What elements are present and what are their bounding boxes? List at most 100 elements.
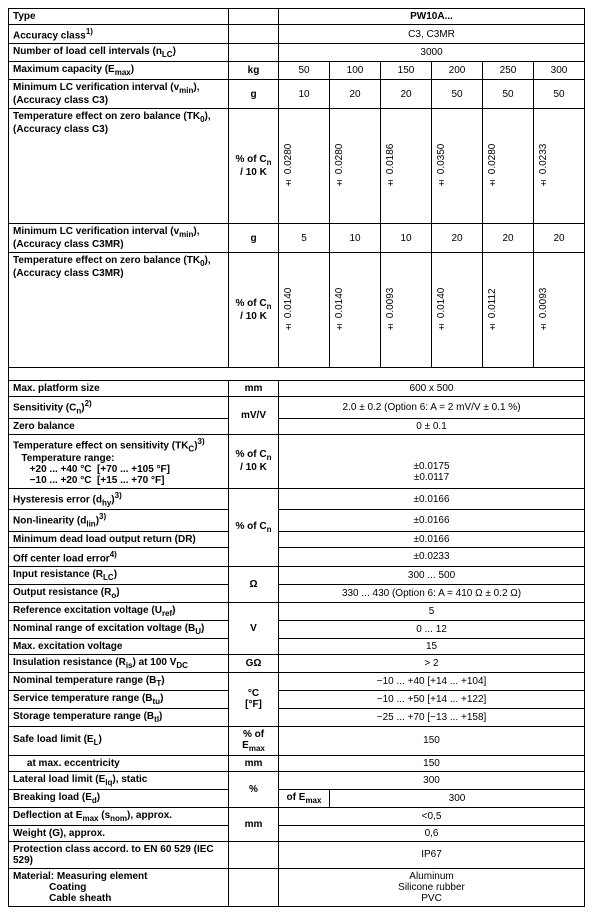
row-13-label: Insulation resistance (Ris) at 100 VDC xyxy=(9,654,229,672)
capacity-val-4: 250 xyxy=(483,62,534,80)
capacity-val-3: 200 xyxy=(432,62,483,80)
row-3-value: ±0.0175±0.0117 xyxy=(279,434,585,488)
capacity-val-2: 150 xyxy=(381,62,432,80)
tk0-c3mr-val-3: ± 0.0140 xyxy=(432,253,483,368)
row-6-value: ±0.0166 xyxy=(279,531,585,547)
row-0-label: Max. platform size xyxy=(9,381,229,397)
row-4-label: Hysteresis error (dhy)3) xyxy=(9,488,229,509)
vmin-c3mr-val-3: 20 xyxy=(432,224,483,253)
row-12-label: Max. excitation voltage xyxy=(9,638,229,654)
row-19-value: 300 xyxy=(279,771,585,789)
row-22-value: 0,6 xyxy=(279,825,585,841)
vmin-c3mr-val-2: 10 xyxy=(381,224,432,253)
tk0-c3mr-val-4: ± 0.0112 xyxy=(483,253,534,368)
row-17-label: Safe load limit (EL) xyxy=(9,726,229,755)
vmin-c3-val-0: 10 xyxy=(279,80,330,109)
vmin-c3mr-val-1: 10 xyxy=(330,224,381,253)
row-14-unit: °C[°F] xyxy=(229,672,279,726)
row-9-value: 330 ... 430 (Option 6: A = 410 Ω ± 0.2 Ω… xyxy=(279,584,585,602)
vmin-c3mr-val-4: 20 xyxy=(483,224,534,253)
row-24-label: Material: Measuring element Coating Cabl… xyxy=(9,868,229,906)
tk0-c3-val-4: ± 0.0280 xyxy=(483,109,534,224)
row-12-value: 15 xyxy=(279,638,585,654)
row-1-unit: mV/V xyxy=(229,397,279,434)
row-23-value: IP67 xyxy=(279,841,585,868)
row-4-unit: % of Cn xyxy=(229,488,279,566)
row-20-value: 300 xyxy=(330,789,585,807)
capacity-val-5: 300 xyxy=(534,62,585,80)
vmin-c3mr-val-5: 20 xyxy=(534,224,585,253)
row-22-label: Weight (G), approx. xyxy=(9,825,229,841)
vmin-c3-val-2: 20 xyxy=(381,80,432,109)
row-21-value: <0,5 xyxy=(279,807,585,825)
row-0-unit: mm xyxy=(229,381,279,397)
capacity-val-0: 50 xyxy=(279,62,330,80)
row-5-label: Non-linearity (dlin)3) xyxy=(9,510,229,531)
row-20-unit: of Emax xyxy=(279,789,330,807)
row-18-unit: mm xyxy=(229,755,279,771)
vmin-c3-val-3: 50 xyxy=(432,80,483,109)
row-18-value: 150 xyxy=(279,755,585,771)
tk0-c3mr-val-5: ± 0.0093 xyxy=(534,253,585,368)
row-14-label: Nominal temperature range (BT) xyxy=(9,672,229,690)
row-21-unit: mm xyxy=(229,807,279,841)
row-19-label: Lateral load limit (Elq), static xyxy=(9,771,229,789)
tk0-c3mr-val-2: ± 0.0093 xyxy=(381,253,432,368)
vmin-c3-val-4: 50 xyxy=(483,80,534,109)
row-18-label: at max. eccentricity xyxy=(9,755,229,771)
row-10-unit: V xyxy=(229,602,279,654)
tk0-c3mr-val-1: ± 0.0140 xyxy=(330,253,381,368)
row-3-unit: % of Cn/ 10 K xyxy=(229,434,279,488)
row-8-value: 300 ... 500 xyxy=(279,566,585,584)
capacity-val-1: 100 xyxy=(330,62,381,80)
row-13-value: > 2 xyxy=(279,654,585,672)
row-1-value: 2.0 ± 0.2 (Option 6: A = 2 mV/V ± 0.1 %) xyxy=(279,397,585,418)
type-label: Type xyxy=(9,9,229,25)
vmin-c3-label: Minimum LC verification interval (vmin),… xyxy=(9,80,229,109)
row-15-value: −10 ... +50 [+14 ... +122] xyxy=(279,690,585,708)
spec-table: TypePW10A...Accuracy class1)C3, C3MRNumb… xyxy=(8,8,585,907)
row-5-value: ±0.0166 xyxy=(279,510,585,531)
row-2-value: 0 ± 0.1 xyxy=(279,418,585,434)
vmin-c3mr-val-0: 5 xyxy=(279,224,330,253)
type-value: PW10A... xyxy=(279,9,585,25)
row-21-label: Deflection at Emax (snom), approx. xyxy=(9,807,229,825)
row-23-unit xyxy=(229,841,279,868)
row-10-label: Reference excitation voltage (Uref) xyxy=(9,602,229,620)
row-20-label: Breaking load (Ed) xyxy=(9,789,229,807)
tk0-c3-val-0: ± 0.0280 xyxy=(279,109,330,224)
row-23-label: Protection class accord. to EN 60 529 (I… xyxy=(9,841,229,868)
tk0-c3-val-2: ± 0.0186 xyxy=(381,109,432,224)
intervals-label: Number of load cell intervals (nLC) xyxy=(9,44,229,62)
row-0-value: 600 x 500 xyxy=(279,381,585,397)
row-9-label: Output resistance (Ro) xyxy=(9,584,229,602)
vmin-c3mr-label: Minimum LC verification interval (vmin),… xyxy=(9,224,229,253)
row-7-value: ±0.0233 xyxy=(279,547,585,566)
tk0-c3-val-5: ± 0.0233 xyxy=(534,109,585,224)
row-10-value: 5 xyxy=(279,602,585,620)
accuracy-label: Accuracy class1) xyxy=(9,25,229,44)
vmin-c3-val-5: 50 xyxy=(534,80,585,109)
intervals-value: 3000 xyxy=(279,44,585,62)
row-19-unit: % xyxy=(229,771,279,807)
capacity-label: Maximum capacity (Emax) xyxy=(9,62,229,80)
tk0-c3-val-1: ± 0.0280 xyxy=(330,109,381,224)
row-16-label: Storage temperature range (Btl) xyxy=(9,708,229,726)
row-2-label: Zero balance xyxy=(9,418,229,434)
row-24-unit xyxy=(229,868,279,906)
row-15-label: Service temperature range (Btu) xyxy=(9,690,229,708)
tk0-c3mr-val-0: ± 0.0140 xyxy=(279,253,330,368)
row-7-label: Off center load error4) xyxy=(9,547,229,566)
row-8-label: Input resistance (RLC) xyxy=(9,566,229,584)
row-6-label: Minimum dead load output return (DR) xyxy=(9,531,229,547)
row-17-unit: % ofEmax xyxy=(229,726,279,755)
row-3-label: Temperature effect on sensitivity (TKC)3… xyxy=(9,434,229,488)
row-11-label: Nominal range of excitation voltage (BU) xyxy=(9,620,229,638)
row-17-value: 150 xyxy=(279,726,585,755)
row-4-value: ±0.0166 xyxy=(279,488,585,509)
row-13-unit: GΩ xyxy=(229,654,279,672)
row-11-value: 0 ... 12 xyxy=(279,620,585,638)
tk0-c3-val-3: ± 0.0350 xyxy=(432,109,483,224)
row-14-value: −10 ... +40 [+14 ... +104] xyxy=(279,672,585,690)
row-1-label: Sensitivity (Cn)2) xyxy=(9,397,229,418)
